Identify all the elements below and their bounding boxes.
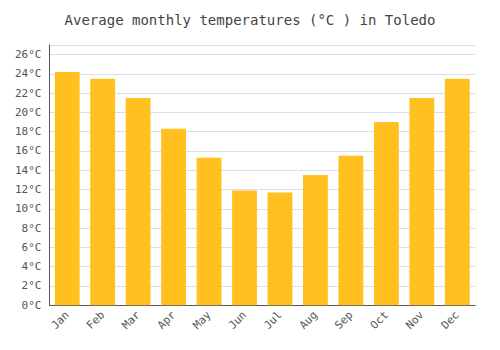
svg-text:26°C: 26°C bbox=[15, 48, 42, 61]
svg-text:24°C: 24°C bbox=[15, 67, 42, 80]
svg-text:May: May bbox=[190, 308, 213, 331]
svg-text:8°C: 8°C bbox=[22, 222, 42, 235]
svg-text:Apr: Apr bbox=[155, 308, 178, 331]
svg-text:Mar: Mar bbox=[120, 308, 143, 331]
svg-text:16°C: 16°C bbox=[15, 144, 42, 157]
svg-text:Sep: Sep bbox=[332, 309, 355, 332]
svg-text:2°C: 2°C bbox=[22, 279, 42, 292]
svg-text:Aug: Aug bbox=[297, 309, 320, 332]
svg-text:6°C: 6°C bbox=[22, 241, 42, 254]
svg-text:0°C: 0°C bbox=[22, 299, 42, 312]
svg-text:Dec: Dec bbox=[439, 309, 462, 332]
svg-text:18°C: 18°C bbox=[15, 125, 42, 138]
svg-text:20°C: 20°C bbox=[15, 106, 42, 119]
svg-text:14°C: 14°C bbox=[15, 164, 42, 177]
svg-text:Oct: Oct bbox=[368, 309, 391, 332]
svg-text:Feb: Feb bbox=[84, 309, 107, 332]
svg-text:12°C: 12°C bbox=[15, 183, 42, 196]
svg-text:Nov: Nov bbox=[403, 308, 426, 331]
svg-text:Jan: Jan bbox=[49, 309, 72, 332]
svg-text:10°C: 10°C bbox=[15, 202, 42, 215]
svg-text:4°C: 4°C bbox=[22, 260, 42, 273]
svg-text:Average monthly temperatures (: Average monthly temperatures (°C ) in To… bbox=[65, 12, 436, 28]
svg-text:Jul: Jul bbox=[261, 309, 284, 332]
svg-text:Jun: Jun bbox=[226, 309, 249, 332]
svg-text:22°C: 22°C bbox=[15, 87, 42, 100]
